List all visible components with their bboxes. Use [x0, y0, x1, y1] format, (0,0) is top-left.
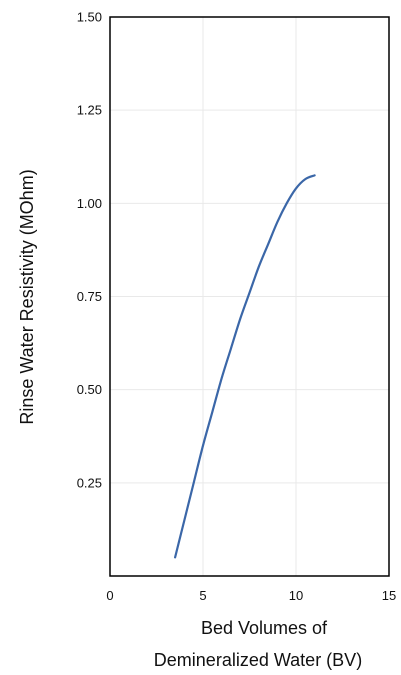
- grid: [110, 17, 389, 576]
- x-axis-title-line-1: Bed Volumes of: [201, 618, 328, 638]
- plot-area: [109, 16, 390, 577]
- x-tick-label: 10: [289, 588, 303, 603]
- y-axis-title: Rinse Water Resistivity (MOhm): [17, 169, 37, 424]
- x-tick-label: 0: [106, 588, 113, 603]
- x-axis-title-line-2: Demineralized Water (BV): [154, 650, 362, 670]
- x-tick-label: 15: [382, 588, 396, 603]
- y-tick-label: 0.75: [77, 289, 102, 304]
- y-tick-label: 1.00: [77, 196, 102, 211]
- x-tick-label: 5: [199, 588, 206, 603]
- y-tick-label: 1.50: [77, 10, 102, 25]
- y-tick-label: 1.25: [77, 103, 102, 118]
- series-layer: [174, 174, 316, 559]
- y-tick-label: 0.25: [77, 475, 102, 490]
- y-tick-label: 0.50: [77, 382, 102, 397]
- x-tick-labels: 0 5 10 15: [106, 588, 396, 603]
- y-tick-labels: 0.25 0.50 0.75 1.00 1.25 1.50: [77, 10, 102, 491]
- series-line: [174, 174, 316, 559]
